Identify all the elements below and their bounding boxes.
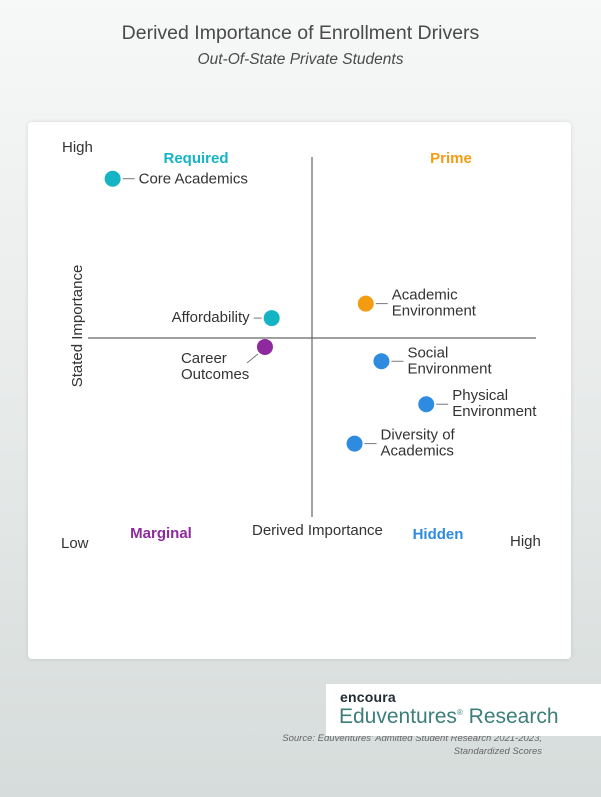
logo-registered-mark: ® xyxy=(456,708,463,717)
data-label-physical-environment: Physical Environment xyxy=(452,387,537,420)
source-note: Source: Eduventures' Admitted Student Re… xyxy=(282,732,542,758)
y-high-label: High xyxy=(62,139,93,156)
x-axis-title: Derived Importance xyxy=(252,522,383,539)
eduventures-research-logo-text: Eduventures® Research xyxy=(339,705,559,729)
data-point-diversity-of-academics xyxy=(346,435,363,452)
quadrant-label-hidden: Hidden xyxy=(413,526,464,543)
encoura-logo-text: encoura xyxy=(340,689,396,705)
chart-title: Derived Importance of Enrollment Drivers xyxy=(121,22,480,44)
data-point-academic-environment xyxy=(357,295,374,312)
x-high-label: High xyxy=(510,533,541,550)
chart-card: High Low High Derived Importance Stated Impo… xyxy=(28,122,571,757)
logo-name: Eduventures xyxy=(339,705,457,728)
eduventures-logo: encoura Eduventures® Research xyxy=(326,684,601,736)
data-label-career-outcomes: Career Outcomes xyxy=(181,350,249,383)
source-line-2: Standardized Scores xyxy=(453,746,542,757)
quadrant-chart: High Low High Derived Importance Stated Impo… xyxy=(61,139,541,552)
data-label-core-academics: Core Academics xyxy=(139,171,248,188)
data-point-social-environment xyxy=(373,353,390,370)
data-point-core-academics xyxy=(104,170,121,187)
data-label-academic-environment: Academic Environment xyxy=(392,287,477,320)
data-label-diversity-of-academics: Diversity of Academics xyxy=(381,427,456,460)
data-point-career-outcomes xyxy=(256,338,273,355)
quadrant-label-prime: Prime xyxy=(430,150,472,167)
data-label-social-environment: Social Environment xyxy=(407,344,492,377)
quadrant-label-marginal: Marginal xyxy=(130,525,192,542)
data-label-affordability: Affordability xyxy=(172,309,251,326)
data-point-physical-environment xyxy=(418,396,435,413)
data-point-affordability xyxy=(263,310,280,327)
y-low-label: Low xyxy=(61,535,89,552)
chart-subtitle: Out-Of-State Private Students xyxy=(197,51,404,68)
quadrant-label-required: Required xyxy=(163,150,228,167)
y-axis-title: Stated Importance xyxy=(69,265,86,388)
logo-suffix: Research xyxy=(462,705,559,728)
leader-line-career-outcomes xyxy=(246,353,259,364)
source-line-1: Source: Eduventures' Admitted Student Re… xyxy=(282,733,542,744)
